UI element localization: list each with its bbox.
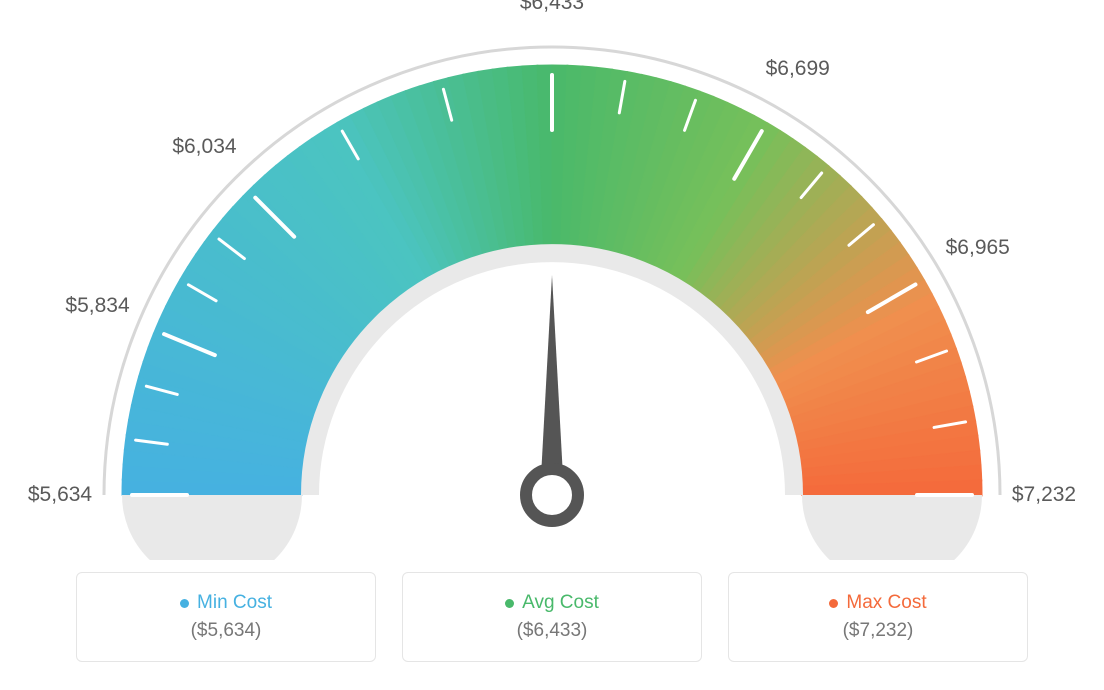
legend-label-avg: Avg Cost [505, 592, 599, 614]
gauge-needle-hub [526, 469, 578, 521]
legend-card-max: Max Cost ($7,232) [728, 572, 1028, 662]
legend-value-min: ($5,634) [191, 620, 262, 642]
legend-text-avg: Avg Cost [522, 592, 599, 614]
legend-value-avg: ($6,433) [517, 620, 588, 642]
gauge-svg [0, 0, 1104, 560]
legend-card-min: Min Cost ($5,634) [76, 572, 376, 662]
gauge-tick-label: $6,433 [520, 0, 584, 15]
gauge-tick-label: $6,965 [946, 236, 1010, 260]
gauge-needle [540, 275, 564, 495]
legend-dot-max [829, 599, 838, 608]
legend-text-max: Max Cost [846, 592, 926, 614]
gauge-tick-label: $5,634 [28, 483, 92, 507]
legend-row: Min Cost ($5,634) Avg Cost ($6,433) Max … [0, 572, 1104, 662]
legend-card-avg: Avg Cost ($6,433) [402, 572, 702, 662]
legend-label-max: Max Cost [829, 592, 926, 614]
legend-dot-min [180, 599, 189, 608]
gauge-end-cap [122, 495, 302, 560]
gauge-tick-label: $7,232 [1012, 483, 1076, 507]
legend-text-min: Min Cost [197, 592, 272, 614]
gauge-tick-label: $5,834 [65, 294, 129, 318]
legend-dot-avg [505, 599, 514, 608]
gauge-end-cap [802, 495, 982, 560]
legend-value-max: ($7,232) [843, 620, 914, 642]
cost-gauge-chart: Min Cost ($5,634) Avg Cost ($6,433) Max … [0, 0, 1104, 690]
gauge-tick-label: $6,699 [766, 57, 830, 81]
gauge-tick-label: $6,034 [172, 135, 236, 159]
legend-label-min: Min Cost [180, 592, 272, 614]
